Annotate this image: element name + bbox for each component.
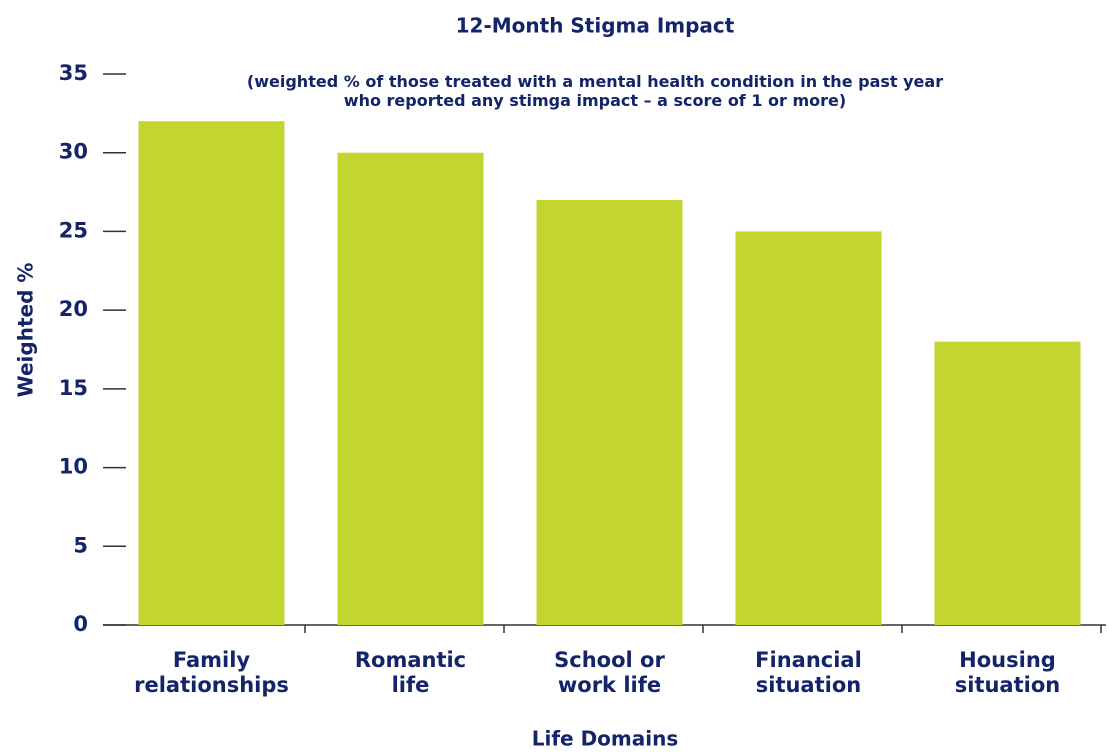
x-axis-label: Life Domains: [532, 727, 679, 751]
y-tick-label: 10: [59, 455, 88, 479]
chart-title: 12-Month Stigma Impact: [456, 14, 735, 38]
y-axis-label: Weighted %: [14, 263, 38, 398]
x-tick-label: School or work life: [554, 648, 665, 698]
y-tick-label: 20: [59, 297, 88, 321]
x-tick-label: Romantic life: [354, 648, 467, 698]
y-tick-label: 15: [59, 376, 88, 400]
x-tick-label: Family relationships: [134, 648, 289, 698]
y-tick-label: 5: [73, 533, 88, 557]
chart-subtitle: (weighted % of those treated with a ment…: [246, 72, 944, 111]
y-tick-label: 25: [59, 218, 88, 242]
y-tick-label: 35: [59, 61, 88, 85]
bar: [337, 152, 484, 625]
bar: [735, 231, 882, 625]
y-tick-label: 30: [59, 140, 88, 164]
y-tick-label: 0: [73, 612, 88, 636]
bar: [934, 341, 1081, 625]
bar: [536, 199, 683, 625]
x-tick-label: Housing situation: [954, 648, 1061, 698]
x-tick-label: Financial situation: [755, 648, 862, 698]
bar: [138, 121, 285, 625]
